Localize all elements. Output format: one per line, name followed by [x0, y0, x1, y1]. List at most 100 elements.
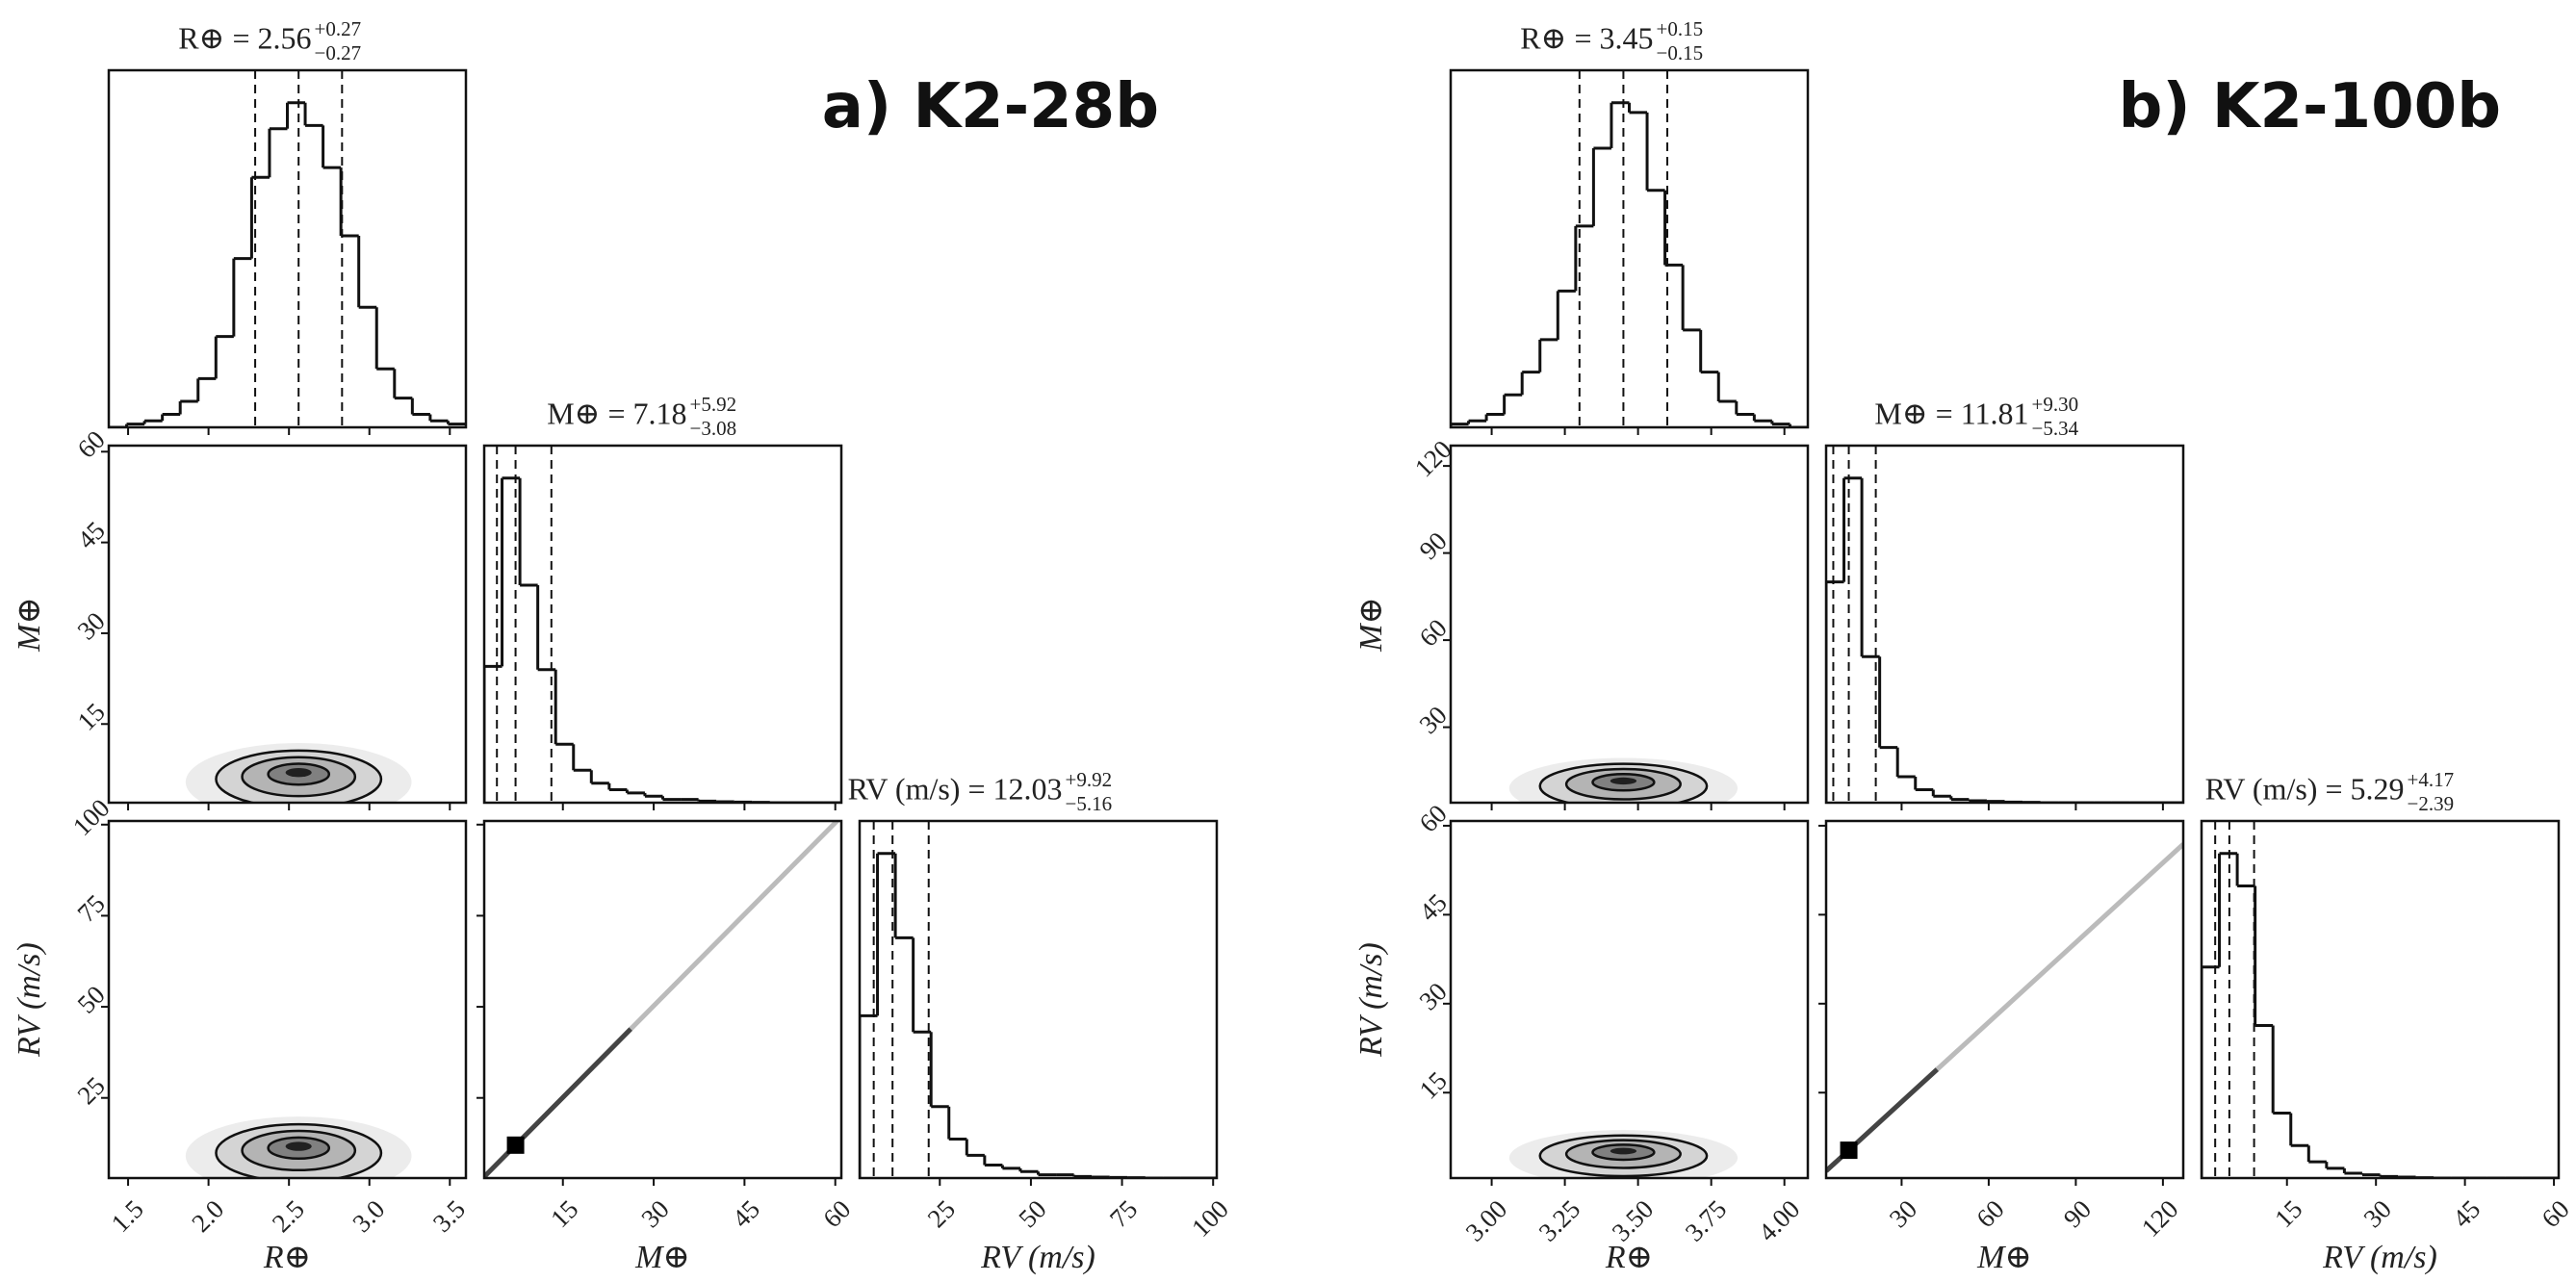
x-tick-label: 3.5	[427, 1194, 471, 1238]
panel-title: M⊕ = 7.18	[547, 396, 686, 430]
density-peak	[506, 1136, 525, 1154]
density-contour	[285, 768, 312, 778]
title-err-plus: +0.27	[315, 17, 362, 40]
panel-frame	[107, 68, 468, 429]
y-tick-label: 60	[1414, 613, 1453, 652]
panel-title: R⊕ = 3.45	[1520, 20, 1653, 55]
x-tick-label: 2.5	[267, 1194, 310, 1238]
panel: 15 30 45 60 M⊕	[12, 425, 468, 810]
x-tick-label: 3.75	[1680, 1194, 1733, 1247]
y-tick-label: 45	[1414, 888, 1453, 927]
x-axis-label: M⊕	[1976, 1240, 2032, 1275]
title-err-minus: −3.08	[690, 417, 737, 440]
y-tick-label: 90	[1414, 526, 1453, 565]
x-tick-label: 100	[1186, 1194, 1234, 1243]
y-tick-label: 25	[72, 1071, 111, 1110]
title-err-plus: +0.15	[1657, 17, 1704, 40]
panel-content	[1451, 70, 1808, 427]
panel: R⊕ = 2.56 +0.27−0.27	[107, 17, 468, 435]
y-tick-label: 45	[72, 516, 111, 554]
y-tick-label: 15	[72, 697, 111, 735]
panel-frame	[858, 819, 1219, 1180]
title-err-minus: −5.34	[2032, 417, 2079, 440]
x-axis-label: R⊕	[1605, 1240, 1653, 1275]
y-axis-label: RV (m/s)	[12, 942, 47, 1058]
x-tick-label: 15	[2269, 1194, 2307, 1233]
x-tick-label: 30	[635, 1194, 674, 1233]
x-tick-label: 30	[1884, 1194, 1922, 1233]
panel-frame	[1449, 444, 1810, 805]
density-contour	[1610, 1147, 1637, 1155]
panel-title: RV (m/s) = 12.03	[848, 771, 1063, 806]
corner-plot: b) K2-100b R⊕ = 3.45 +0.15−0.15 30 60 90 120 M⊕…	[1353, 17, 2575, 1275]
density-peak	[1840, 1141, 1858, 1160]
panel-content	[1508, 757, 1738, 803]
x-tick-label: 90	[2058, 1194, 2097, 1233]
x-tick-label: 25	[922, 1194, 961, 1233]
panel-frame	[482, 819, 843, 1180]
panel-frame	[1824, 444, 2185, 805]
panel-frame	[1449, 68, 1810, 429]
corner-plot: a) K2-28b R⊕ = 2.56 +0.27−0.27 15 30 45 60 M⊕ M⊕…	[12, 17, 1234, 1275]
x-axis-label: RV (m/s)	[2322, 1240, 2437, 1275]
title-err-plus: +9.92	[1066, 768, 1113, 791]
y-tick-label: 75	[72, 889, 111, 928]
title-err-plus: +9.30	[2032, 393, 2079, 416]
title-err-plus: +4.17	[2408, 768, 2455, 791]
y-tick-label: 60	[1414, 799, 1453, 837]
density-contour	[1610, 777, 1637, 785]
x-tick-label: 45	[2447, 1194, 2486, 1233]
title-err-minus: −5.16	[1066, 792, 1113, 815]
x-tick-label: 75	[1104, 1194, 1143, 1233]
panel-content	[109, 70, 466, 427]
x-tick-label: 3.25	[1533, 1194, 1586, 1247]
panel: M⊕ = 11.81 +9.30−5.34	[1824, 393, 2185, 810]
panel-title: R⊕ = 2.56	[178, 20, 311, 55]
x-tick-label: 4.00	[1753, 1194, 1806, 1247]
y-axis-label: M⊕	[12, 597, 47, 653]
y-tick-label: 50	[72, 980, 111, 1018]
title-err-minus: −0.27	[315, 41, 362, 64]
panel-content	[1826, 842, 2183, 1173]
y-tick-label: 15	[1414, 1065, 1453, 1104]
panel-content	[2202, 821, 2559, 1178]
panel-content	[484, 446, 841, 803]
x-tick-label: 60	[817, 1194, 856, 1233]
x-tick-label: 45	[727, 1194, 765, 1233]
y-tick-label: 30	[1414, 977, 1453, 1015]
panel-content	[1826, 446, 2183, 803]
panel: 15 30 45 60 M⊕	[477, 819, 856, 1275]
plot-label: a) K2-28b	[822, 71, 1159, 142]
x-tick-label: 120	[2136, 1194, 2184, 1243]
title-err-minus: −0.15	[1657, 41, 1704, 64]
panel-content	[185, 743, 412, 803]
title-err-plus: +5.92	[690, 393, 737, 416]
x-axis-label: M⊕	[634, 1240, 690, 1275]
panel-content	[1508, 1130, 1738, 1178]
x-tick-label: 50	[1013, 1194, 1051, 1233]
plot-label: b) K2-100b	[2119, 71, 2501, 142]
title-err-minus: −2.39	[2408, 792, 2455, 815]
x-tick-label: 3.0	[347, 1194, 390, 1238]
x-tick-label: 60	[1971, 1194, 2009, 1233]
panel-content	[484, 821, 840, 1178]
x-tick-label: 2.0	[186, 1194, 229, 1238]
y-tick-label: 30	[1414, 701, 1453, 739]
correlation-core	[484, 1027, 632, 1178]
panel-title: M⊕ = 11.81	[1874, 396, 2028, 430]
panel-frame	[482, 444, 843, 805]
x-tick-label: 1.5	[106, 1194, 149, 1238]
density-contour	[285, 1141, 312, 1151]
panel-content	[185, 1116, 412, 1178]
panel: 30 60 90 120 M⊕	[1818, 819, 2185, 1275]
x-tick-label: 3.00	[1460, 1194, 1513, 1247]
panel-frame	[1449, 819, 1810, 1180]
y-tick-label: 60	[72, 425, 111, 464]
y-axis-label: M⊕	[1353, 597, 1389, 653]
panel-frame	[1824, 819, 2185, 1180]
panel: RV (m/s) = 5.29 +4.17−2.39 15 30 45 60 RV (m/s…	[2200, 768, 2575, 1275]
